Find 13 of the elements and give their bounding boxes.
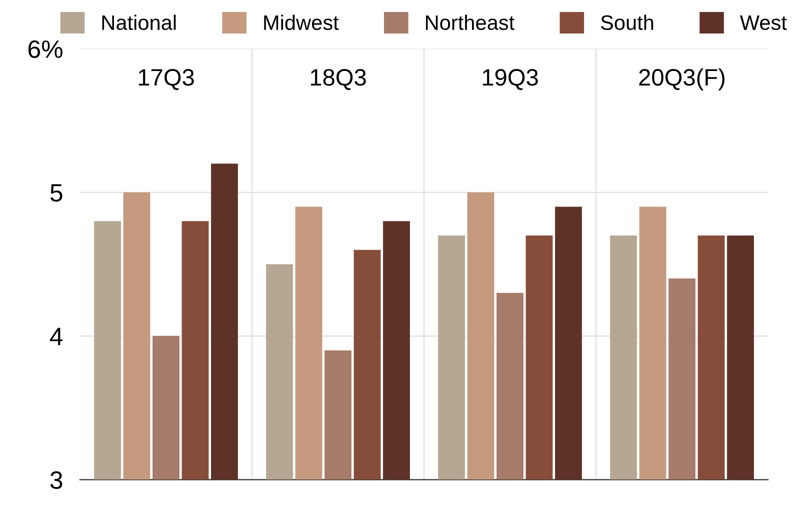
legend-label: South bbox=[600, 14, 654, 30]
x-tick-label: 20Q3(F) bbox=[639, 68, 724, 90]
x-tick-label: 17Q3 bbox=[138, 69, 194, 90]
legend-label: Midwest bbox=[264, 14, 339, 30]
legend-label: Northeast bbox=[426, 14, 514, 30]
x-tick-label: 18Q3 bbox=[310, 69, 366, 90]
legend-label: National bbox=[102, 14, 176, 30]
x-tick-label: 19Q3 bbox=[482, 69, 538, 90]
y-tick-label: 3 bbox=[50, 471, 62, 489]
legend-label: West bbox=[740, 15, 787, 30]
y-tick-label: 6% bbox=[28, 40, 62, 58]
y-tick-label: 4 bbox=[50, 328, 63, 346]
y-tick-label: 5 bbox=[50, 184, 62, 202]
